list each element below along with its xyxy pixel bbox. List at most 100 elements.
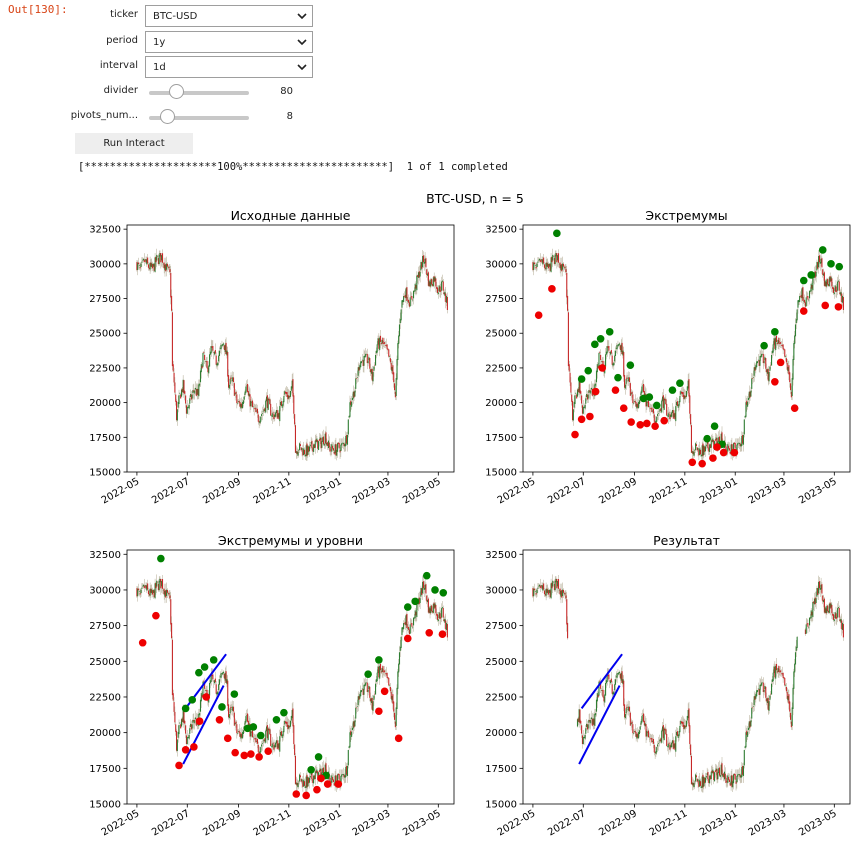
divider-slider-handle[interactable]: [169, 84, 184, 99]
y-tick-label: 20000: [89, 398, 121, 409]
candle-body: [374, 364, 376, 366]
candle-body: [158, 255, 160, 265]
candle-body: [733, 774, 735, 784]
candle-body: [342, 774, 344, 776]
candle-body: [192, 720, 194, 723]
candle-body: [733, 773, 735, 776]
candle-body: [794, 652, 797, 665]
candle-body: [756, 361, 758, 368]
candle-body: [771, 683, 773, 695]
candle-body: [600, 683, 602, 689]
y-tick-label: 20000: [89, 728, 121, 739]
low-marker: [292, 790, 301, 798]
candle-body: [776, 671, 778, 673]
pivots-slider-track[interactable]: [149, 116, 249, 120]
candle-body: [635, 402, 637, 407]
low-marker: [181, 745, 190, 754]
period-select[interactable]: 1y: [145, 31, 313, 53]
candle-body: [707, 771, 709, 780]
candle-body: [643, 384, 645, 393]
candle-body: [657, 414, 659, 417]
candle-body: [203, 680, 205, 682]
candle-body: [140, 263, 142, 268]
pivots-slider-handle[interactable]: [160, 109, 175, 124]
candle-body: [243, 396, 245, 400]
interval-select[interactable]: 1d: [145, 56, 313, 78]
candle-body: [762, 682, 764, 693]
candle-body: [340, 775, 342, 783]
candle-body: [424, 584, 426, 590]
candle-body: [674, 743, 676, 750]
candle-body: [148, 593, 150, 596]
candle-body: [351, 727, 353, 731]
candle-body: [619, 345, 621, 351]
candle-body: [330, 449, 332, 451]
candle-body: [712, 769, 714, 774]
low-marker: [138, 638, 147, 647]
candle-body: [338, 442, 340, 449]
candle-body: [691, 451, 693, 454]
interval-value: 1d: [153, 62, 166, 73]
y-tick-label: 15000: [485, 468, 517, 479]
candle-body: [759, 684, 761, 695]
candle-body: [293, 395, 295, 414]
candle-body: [326, 442, 328, 446]
candle-body: [258, 421, 260, 423]
candle-body: [188, 404, 190, 409]
candle-body: [399, 319, 401, 324]
candle-body: [783, 348, 785, 350]
candle-body: [192, 390, 194, 393]
candle-body: [386, 672, 388, 678]
candle-body: [625, 378, 627, 384]
y-tick-label: 27500: [89, 294, 121, 305]
candle-body: [624, 714, 626, 719]
candle-body: [671, 742, 673, 748]
candle-body: [567, 295, 569, 311]
candle-body: [827, 605, 829, 612]
chevron-down-icon: [297, 13, 307, 20]
low-marker: [375, 707, 383, 716]
candle-body: [809, 290, 811, 292]
candle-body: [608, 674, 610, 680]
candle-body: [221, 672, 223, 674]
candle-body: [752, 706, 754, 708]
candle-body: [637, 403, 639, 408]
candle-body: [580, 391, 582, 394]
y-tick-label: 25000: [485, 329, 517, 340]
candle-body: [595, 370, 598, 383]
candle-body: [267, 398, 269, 410]
candle-body: [335, 775, 337, 787]
candle-body: [283, 396, 285, 403]
candle-body: [194, 390, 196, 394]
divider-slider-track[interactable]: [149, 91, 249, 95]
pivots-label: pivots_num...: [70, 110, 138, 121]
candle-body: [614, 684, 616, 691]
ticker-select[interactable]: BTC-USD: [145, 5, 313, 27]
candle-body: [550, 257, 552, 272]
high-marker: [256, 731, 265, 740]
candle-body: [824, 607, 826, 613]
candle-body: [379, 337, 381, 351]
candle-body: [548, 263, 550, 267]
candle-body: [161, 253, 164, 263]
candle-body: [666, 403, 668, 416]
candle-body: [412, 290, 415, 299]
high-marker: [614, 373, 622, 382]
candle-body: [213, 680, 216, 684]
candle-body: [760, 684, 762, 687]
candle-body: [412, 299, 414, 301]
candle-body: [231, 379, 233, 381]
candle-body: [261, 743, 263, 744]
candle-body: [441, 608, 443, 618]
candle-body: [779, 343, 781, 345]
candle-body: [785, 356, 787, 357]
candle-body: [638, 732, 640, 739]
candle-body: [660, 738, 662, 742]
high-marker: [591, 340, 599, 349]
run-interact-button[interactable]: Run Interact: [75, 133, 193, 154]
high-marker: [818, 246, 827, 254]
candle-body: [643, 391, 645, 396]
candle-body: [185, 725, 187, 734]
candle-body: [346, 434, 349, 445]
candle-body: [210, 674, 212, 682]
